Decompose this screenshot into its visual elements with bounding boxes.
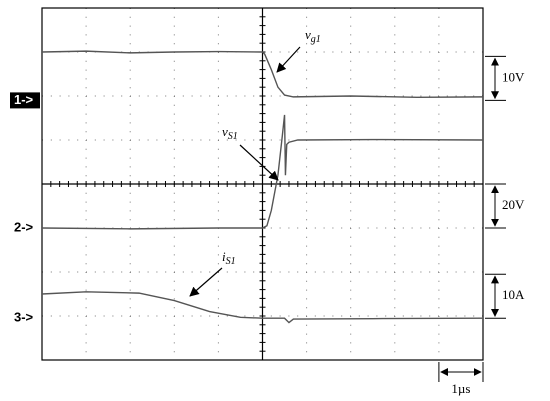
scale-label: 10A xyxy=(502,287,525,302)
waveform-label: iS1 xyxy=(222,249,236,267)
label-main: v xyxy=(305,27,311,42)
label-sub: S1 xyxy=(228,131,238,142)
waveform xyxy=(41,114,484,230)
scale-label: 20V xyxy=(502,197,525,212)
waveform-label: vS1 xyxy=(222,124,238,142)
label-sub: g1 xyxy=(311,34,321,45)
annotation-arrow xyxy=(239,144,279,181)
waveform xyxy=(41,291,484,324)
channel-marker: 2-> xyxy=(14,219,34,234)
annotation-arrow xyxy=(189,267,223,297)
marker-box xyxy=(10,92,40,109)
waveform xyxy=(41,50,484,99)
label-sub: S1 xyxy=(226,256,236,267)
waveform-label: vg1 xyxy=(305,27,321,45)
channel-marker: 1-> xyxy=(14,92,34,107)
scale-label: 10V xyxy=(502,69,525,84)
channel-marker: 3-> xyxy=(14,310,34,325)
label-main: v xyxy=(222,124,228,139)
annotation-arrow xyxy=(276,46,301,73)
label-main: i xyxy=(222,249,226,264)
time-label: 1µs xyxy=(451,381,470,396)
